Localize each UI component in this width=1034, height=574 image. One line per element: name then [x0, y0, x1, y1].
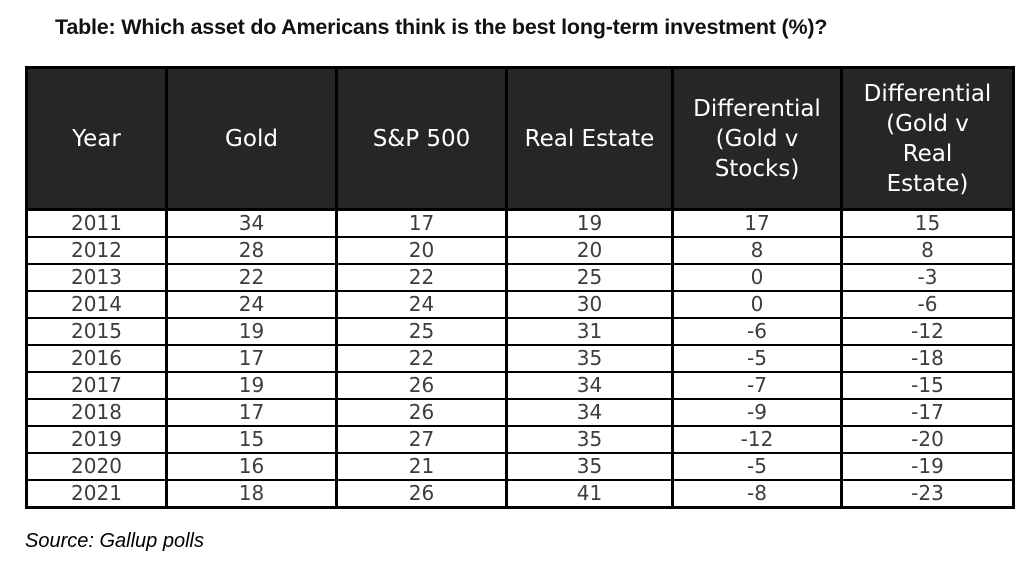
header-sp500: S&P 500: [335, 66, 508, 211]
value-cell: 24: [165, 290, 338, 319]
value-cell: -18: [840, 344, 1015, 373]
value-cell: 26: [335, 479, 508, 509]
value-cell: 17: [671, 208, 843, 238]
value-cell: 22: [335, 344, 508, 373]
value-cell: 27: [335, 425, 508, 454]
value-cell: 18: [165, 479, 338, 509]
value-cell: 20: [335, 236, 508, 265]
value-cell: -19: [840, 452, 1015, 481]
table-row: 2015 19 25 31 -6 -12: [25, 317, 1015, 346]
value-cell: -9: [671, 398, 843, 427]
value-cell: 8: [840, 236, 1015, 265]
value-cell: -5: [671, 452, 843, 481]
value-cell: -5: [671, 344, 843, 373]
value-cell: -6: [671, 317, 843, 346]
header-row: Year Gold S&P 500 Real Estate Differenti…: [25, 66, 1015, 211]
year-cell: 2018: [25, 398, 168, 427]
year-cell: 2020: [25, 452, 168, 481]
value-cell: 16: [165, 452, 338, 481]
value-cell: 25: [505, 263, 674, 292]
value-cell: 17: [165, 398, 338, 427]
year-cell: 2011: [25, 208, 168, 238]
value-cell: 34: [505, 398, 674, 427]
value-cell: -7: [671, 371, 843, 400]
value-cell: 17: [165, 344, 338, 373]
value-cell: 34: [165, 208, 338, 238]
value-cell: 17: [335, 208, 508, 238]
table-row: 2014 24 24 30 0 -6: [25, 290, 1015, 319]
value-cell: 8: [671, 236, 843, 265]
year-cell: 2015: [25, 317, 168, 346]
value-cell: -23: [840, 479, 1015, 509]
value-cell: -15: [840, 371, 1015, 400]
value-cell: 34: [505, 371, 674, 400]
value-cell: 25: [335, 317, 508, 346]
year-cell: 2019: [25, 425, 168, 454]
header-real-estate: Real Estate: [505, 66, 674, 211]
table-row: 2013 22 22 25 0 -3: [25, 263, 1015, 292]
table-row: 2018 17 26 34 -9 -17: [25, 398, 1015, 427]
value-cell: 19: [165, 317, 338, 346]
year-cell: 2012: [25, 236, 168, 265]
table-row: 2016 17 22 35 -5 -18: [25, 344, 1015, 373]
value-cell: 20: [505, 236, 674, 265]
year-cell: 2014: [25, 290, 168, 319]
value-cell: 15: [165, 425, 338, 454]
year-cell: 2021: [25, 479, 168, 509]
value-cell: -6: [840, 290, 1015, 319]
table-row: 2011 34 17 19 17 15: [25, 208, 1015, 238]
value-cell: 28: [165, 236, 338, 265]
source-note: Source: Gallup polls: [25, 530, 204, 552]
table-row: 2019 15 27 35 -12 -20: [25, 425, 1015, 454]
value-cell: -20: [840, 425, 1015, 454]
value-cell: 19: [505, 208, 674, 238]
value-cell: 31: [505, 317, 674, 346]
value-cell: -17: [840, 398, 1015, 427]
value-cell: -12: [840, 317, 1015, 346]
value-cell: -8: [671, 479, 843, 509]
value-cell: 26: [335, 371, 508, 400]
value-cell: -3: [840, 263, 1015, 292]
value-cell: 35: [505, 425, 674, 454]
table-body: 2011 34 17 19 17 15 2012 28 20 20 8 8 2013 22 22 25 0 -3 2…: [25, 208, 1015, 509]
value-cell: 35: [505, 344, 674, 373]
year-cell: 2017: [25, 371, 168, 400]
value-cell: 22: [165, 263, 338, 292]
header-gold: Gold: [165, 66, 338, 211]
year-cell: 2013: [25, 263, 168, 292]
header-differential-gold-real-estate: Differential (Gold v Real Estate): [840, 66, 1015, 211]
investment-table: Year Gold S&P 500 Real Estate Differenti…: [25, 66, 1015, 509]
value-cell: 21: [335, 452, 508, 481]
value-cell: 24: [335, 290, 508, 319]
header-differential-gold-stocks: Differential (Gold v Stocks): [671, 66, 843, 211]
value-cell: 0: [671, 263, 843, 292]
year-cell: 2016: [25, 344, 168, 373]
value-cell: 0: [671, 290, 843, 319]
table-row: 2012 28 20 20 8 8: [25, 236, 1015, 265]
value-cell: 41: [505, 479, 674, 509]
table-row: 2021 18 26 41 -8 -23: [25, 479, 1015, 509]
value-cell: -12: [671, 425, 843, 454]
value-cell: 22: [335, 263, 508, 292]
table-row: 2020 16 21 35 -5 -19: [25, 452, 1015, 481]
value-cell: 15: [840, 208, 1015, 238]
header-year: Year: [25, 66, 168, 211]
value-cell: 26: [335, 398, 508, 427]
value-cell: 19: [165, 371, 338, 400]
value-cell: 30: [505, 290, 674, 319]
table-row: 2017 19 26 34 -7 -15: [25, 371, 1015, 400]
value-cell: 35: [505, 452, 674, 481]
table-title: Table: Which asset do Americans think is…: [55, 15, 828, 39]
